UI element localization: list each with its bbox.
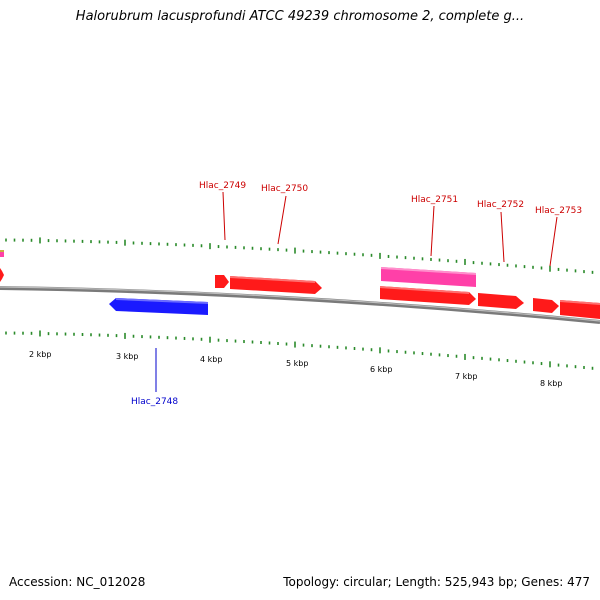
topology-label: Topology: <box>283 575 340 589</box>
gene-label-leaders <box>155 191 558 392</box>
scale-label-2kbp: 2 kbp <box>29 350 51 359</box>
scale-labels: 2 kbp 3 kbp 4 kbp 5 kbp 6 kbp 7 kbp 8 kb… <box>29 350 562 388</box>
gene-label-hlac2749[interactable]: Hlac_2749 <box>199 181 246 191</box>
accession-info: Accession: NC_012028 <box>9 575 145 589</box>
leader-hlac2749 <box>222 191 226 241</box>
scale-label-7kbp: 7 kbp <box>455 372 477 381</box>
gene-label-hlac2751[interactable]: Hlac_2751 <box>411 195 458 205</box>
inner-tick-marks <box>5 330 594 370</box>
gene-arrow-hlac2753[interactable] <box>533 298 559 313</box>
scale-label-8kbp: 8 kbp <box>540 379 562 388</box>
leader-hlac2751 <box>430 205 435 257</box>
gene-arrow-hlac2752[interactable] <box>478 293 524 309</box>
scale-label-5kbp: 5 kbp <box>286 359 308 368</box>
genome-backbone <box>0 286 600 324</box>
map-title: Halorubrum lacusprofundi ATCC 49239 chro… <box>75 9 525 24</box>
gene-features <box>0 250 600 319</box>
accession-label: Accession: <box>9 575 73 589</box>
length-value: 525,943 bp <box>444 575 514 589</box>
outer-tick-marks <box>5 237 594 274</box>
scale-label-4kbp: 4 kbp <box>200 355 222 364</box>
scale-label-3kbp: 3 kbp <box>116 352 138 361</box>
gene-arrow-hlac2749[interactable] <box>215 275 229 288</box>
gene-labels: Hlac_2748 Hlac_2749 Hlac_2750 Hlac_2751 … <box>131 181 582 407</box>
gene-label-hlac2748[interactable]: Hlac_2748 <box>131 397 178 407</box>
accession-value: NC_012028 <box>76 575 146 589</box>
edge-feature-rna[interactable] <box>0 251 4 257</box>
genome-summary: Topology: circular; Length: 525,943 bp; … <box>283 575 590 589</box>
gene-arrow-hlac2751b[interactable] <box>380 286 476 305</box>
leader-hlac2752 <box>500 211 505 263</box>
gene-label-hlac2750[interactable]: Hlac_2750 <box>261 184 308 194</box>
leader-hlac2753 <box>549 216 558 267</box>
genes-label: Genes: <box>521 575 564 589</box>
leader-hlac2750 <box>277 195 287 245</box>
length-label: Length: <box>395 575 441 589</box>
edge-feature-olive <box>0 250 4 252</box>
scale-label-6kbp: 6 kbp <box>370 365 392 374</box>
genes-count: 477 <box>567 575 590 589</box>
gene-arrow-hlac2754[interactable] <box>560 300 600 319</box>
gene-arrow-edge-left[interactable] <box>0 268 4 282</box>
gene-label-hlac2752[interactable]: Hlac_2752 <box>477 200 524 210</box>
topology-value: circular <box>343 575 388 589</box>
gene-label-hlac2753[interactable]: Hlac_2753 <box>535 206 582 216</box>
